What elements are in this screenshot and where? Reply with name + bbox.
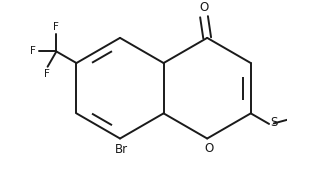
Text: F: F (44, 69, 49, 79)
Text: F: F (30, 46, 36, 56)
Text: F: F (53, 22, 59, 32)
Text: O: O (204, 142, 214, 155)
Text: S: S (270, 116, 277, 129)
Text: Br: Br (114, 143, 128, 156)
Text: O: O (199, 1, 209, 14)
